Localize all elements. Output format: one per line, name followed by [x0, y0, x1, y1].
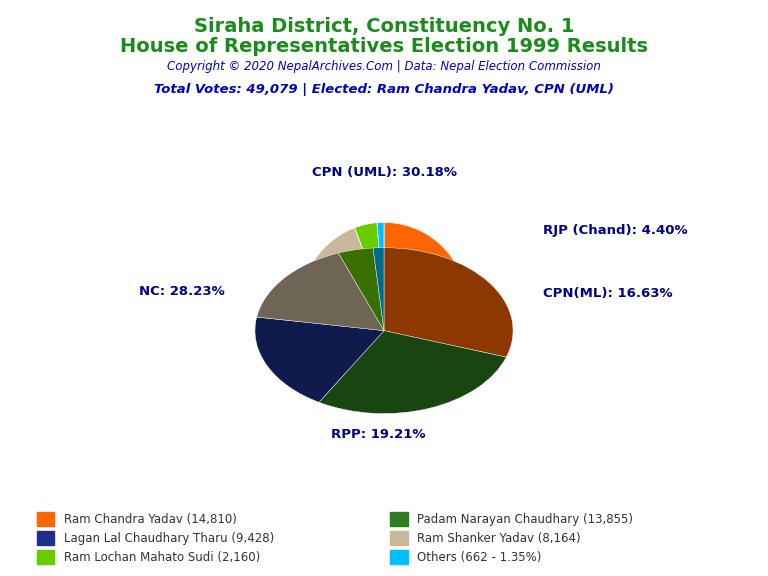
Text: House of Representatives Election 1999 Results: House of Representatives Election 1999 R…: [120, 37, 648, 56]
Legend: Ram Chandra Yadav (14,810), Lagan Lal Chaudhary Tharu (9,428), Ram Lochan Mahato: Ram Chandra Yadav (14,810), Lagan Lal Ch…: [37, 511, 274, 564]
Text: Siraha District, Constituency No. 1: Siraha District, Constituency No. 1: [194, 17, 574, 36]
Text: CPN(ML): 16.63%: CPN(ML): 16.63%: [543, 287, 673, 300]
Text: CPN (UML): 30.18%: CPN (UML): 30.18%: [312, 166, 456, 179]
Wedge shape: [257, 253, 384, 331]
Text: Total Votes: 49,079 | Elected: Ram Chandra Yadav, CPN (UML): Total Votes: 49,079 | Elected: Ram Chand…: [154, 83, 614, 96]
Wedge shape: [377, 222, 384, 305]
Wedge shape: [343, 305, 462, 388]
Wedge shape: [301, 291, 384, 377]
Wedge shape: [339, 248, 384, 331]
Text: RPP: 19.21%: RPP: 19.21%: [331, 428, 425, 441]
Wedge shape: [373, 248, 384, 331]
Wedge shape: [384, 222, 467, 332]
Text: Copyright © 2020 NepalArchives.Com | Data: Nepal Election Commission: Copyright © 2020 NepalArchives.Com | Dat…: [167, 60, 601, 74]
Legend: Padam Narayan Chaudhary (13,855), Ram Shanker Yadav (8,164), Others (662 - 1.35%: Padam Narayan Chaudhary (13,855), Ram Sh…: [390, 511, 633, 564]
Text: NC: 28.23%: NC: 28.23%: [139, 285, 225, 298]
Wedge shape: [255, 317, 384, 402]
Wedge shape: [384, 248, 513, 357]
Wedge shape: [302, 228, 384, 305]
Wedge shape: [355, 223, 384, 305]
Text: RJP (Chand): 4.40%: RJP (Chand): 4.40%: [543, 224, 687, 237]
Wedge shape: [319, 331, 506, 414]
